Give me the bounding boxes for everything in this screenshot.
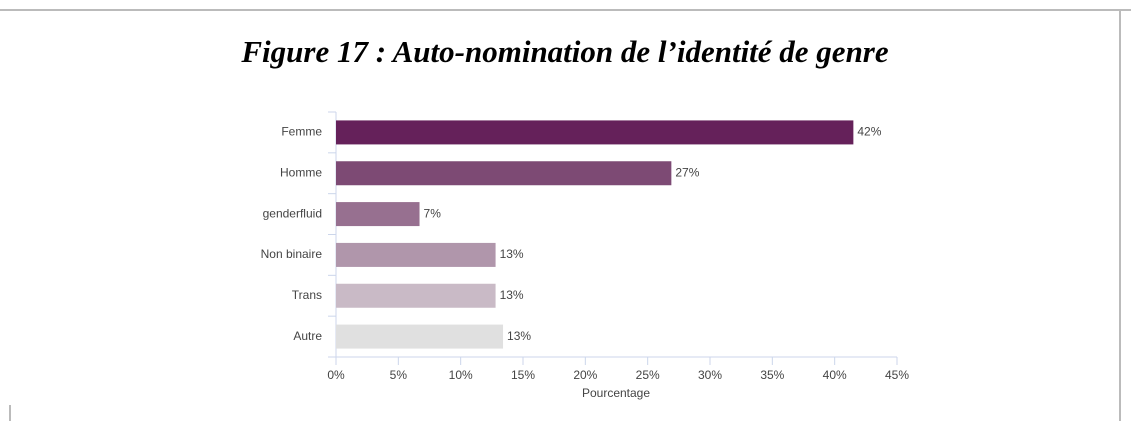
bar	[336, 324, 504, 349]
y-tick-label: genderfluid	[263, 206, 322, 220]
value-label: 13%	[500, 288, 524, 302]
x-tick-label: 30%	[698, 368, 722, 382]
y-tick-label: Autre	[293, 329, 322, 343]
y-tick-label: Femme	[281, 125, 322, 139]
bar	[336, 120, 854, 145]
y-tick-label: Trans	[292, 288, 322, 302]
value-label: 13%	[500, 247, 524, 261]
x-tick-label: 45%	[885, 368, 909, 382]
value-label: 13%	[507, 329, 531, 343]
bar	[336, 161, 672, 186]
x-tick-label: 10%	[449, 368, 473, 382]
bar	[336, 242, 496, 267]
x-tick-label: 0%	[327, 368, 345, 382]
x-tick-label: 35%	[760, 368, 784, 382]
x-tick-label: 40%	[823, 368, 847, 382]
bar	[336, 283, 496, 308]
value-label: 7%	[424, 206, 442, 220]
x-axis-title: Pourcentage	[582, 386, 650, 400]
x-tick-label: 5%	[390, 368, 408, 382]
chart-title: Figure 17 : Auto-nomination de l’identit…	[240, 34, 889, 69]
x-tick-label: 20%	[573, 368, 597, 382]
x-tick-label: 15%	[511, 368, 535, 382]
value-label: 42%	[857, 125, 881, 139]
value-label: 27%	[675, 165, 699, 179]
x-tick-label: 25%	[636, 368, 660, 382]
bar	[336, 202, 420, 227]
y-tick-label: Non binaire	[261, 247, 323, 261]
y-tick-label: Homme	[280, 165, 322, 179]
